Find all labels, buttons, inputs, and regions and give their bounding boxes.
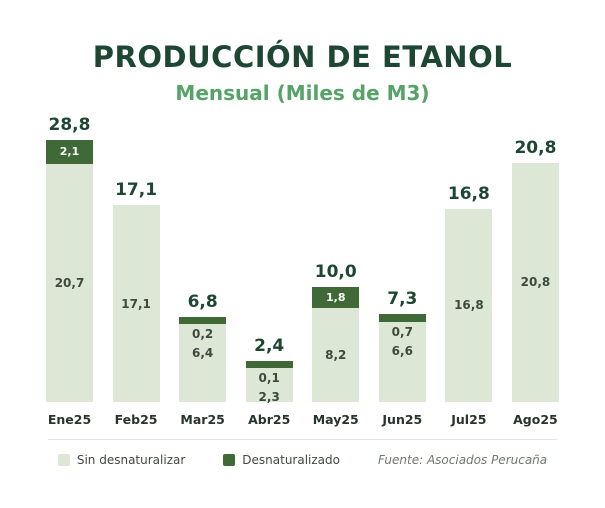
bar-stack: 0,2 6,4	[179, 317, 227, 402]
bar-light-value-label: 6,4	[191, 346, 214, 361]
bar-category-label: Feb25	[114, 411, 158, 427]
chart-subtitle: Mensual (Miles de M3)	[175, 80, 430, 105]
bar-dark-value-label: 2,1	[59, 145, 80, 159]
bar-light-value-label: 20,7	[54, 275, 85, 290]
bar-dark-value-label: 1,8	[326, 290, 346, 304]
bar-category-label: Jul25	[451, 411, 487, 427]
bar-column: 16,8 16,8 Jul25	[445, 183, 493, 427]
chart-title: PRODUCCIÓN DE ETANOL	[92, 40, 513, 74]
bar-column: 2,4 0,1 2,3 Abr25	[245, 335, 293, 427]
legend-swatch-light	[57, 453, 70, 466]
bar-light-segment: 0,7 6,6	[378, 322, 426, 402]
bar-total-label: 10,0	[314, 261, 357, 282]
bar-total-label: 2,4	[254, 335, 285, 356]
bar-dark-segment: 1,8	[312, 286, 360, 308]
chart-legend: Sin desnaturalizar Desnaturalizado Fuent…	[48, 438, 557, 467]
bar-category-label: Jun25	[382, 411, 423, 427]
bar-column: 17,1 17,1 Feb25	[112, 180, 160, 427]
bar-stack: 0,7 6,6	[378, 313, 426, 402]
legend-swatch-dark	[223, 453, 236, 466]
legend-label-light: Sin desnaturalizar	[76, 452, 186, 467]
bar-dark-segment	[179, 317, 227, 325]
legend-label-dark: Desnaturalizado	[242, 452, 340, 467]
bar-dark-value-label: 0,1	[258, 370, 280, 385]
bar-light-segment: 8,2	[312, 307, 360, 402]
bar-light-segment: 0,2 6,4	[179, 324, 227, 402]
legend-item-sin-desnaturalizar: Sin desnaturalizar	[57, 452, 186, 467]
bar-stack: 1,8 8,2	[312, 286, 360, 402]
source-text: Fuente: Asociados Perucaña	[378, 452, 548, 467]
bar-column: 20,8 20,8 Ago25	[511, 137, 559, 427]
bar-dark-value-label: 0,7	[391, 325, 413, 339]
bar-category-label: Abr25	[248, 411, 291, 427]
bar-stack: 0,1 2,3	[245, 360, 293, 404]
bar-light-value-label: 17,1	[121, 296, 151, 311]
bar-category-label: May25	[312, 411, 359, 427]
bar-dark-segment	[245, 360, 293, 368]
bar-dark-segment	[378, 313, 426, 322]
bar-column: 6,8 0,2 6,4 Mar25	[179, 292, 227, 427]
bar-light-segment: 16,8	[445, 208, 493, 402]
bar-total-label: 17,1	[115, 180, 158, 201]
bar-light-segment: 0,1 2,3	[245, 367, 293, 404]
bar-column: 7,3 0,7 6,6 Jun25	[378, 288, 426, 427]
bar-stack: 16,8	[445, 208, 493, 402]
bar-column: 10,0 1,8 8,2 May25	[312, 261, 360, 427]
bar-total-label: 7,3	[387, 288, 418, 309]
bar-light-value-label: 20,8	[520, 275, 551, 290]
bar-light-value-label: 2,3	[258, 389, 280, 404]
bar-total-label: 16,8	[447, 183, 490, 204]
bar-category-label: Ene25	[47, 411, 92, 427]
bar-category-label: Ago25	[513, 411, 558, 427]
bar-total-label: 28,8	[48, 114, 91, 135]
bar-light-value-label: 16,8	[454, 298, 484, 313]
bar-stack: 20,8	[511, 162, 559, 402]
bar-stack: 17,1	[112, 205, 160, 402]
bar-light-segment: 20,7	[46, 163, 93, 402]
bars-row: 28,8 2,1 20,7 Ene25 17,1 17,1 Feb25 6,8 0,2 6,4 Ma…	[0, 109, 605, 427]
bar-light-segment: 17,1	[112, 205, 160, 402]
bar-light-value-label: 6,6	[391, 344, 413, 358]
bar-light-segment: 20,8	[511, 162, 559, 402]
bar-dark-value-label: 0,2	[191, 327, 214, 342]
bar-column: 28,8 2,1 20,7 Ene25	[46, 115, 93, 427]
bar-category-label: Mar25	[180, 411, 225, 427]
bar-total-label: 20,8	[514, 137, 557, 158]
bar-total-label: 6,8	[187, 292, 218, 313]
bar-light-value-label: 8,2	[325, 347, 347, 362]
bar-stack: 2,1 20,7	[46, 139, 93, 402]
legend-item-desnaturalizado: Desnaturalizado	[223, 453, 340, 467]
bar-dark-segment: 2,1	[46, 139, 93, 164]
